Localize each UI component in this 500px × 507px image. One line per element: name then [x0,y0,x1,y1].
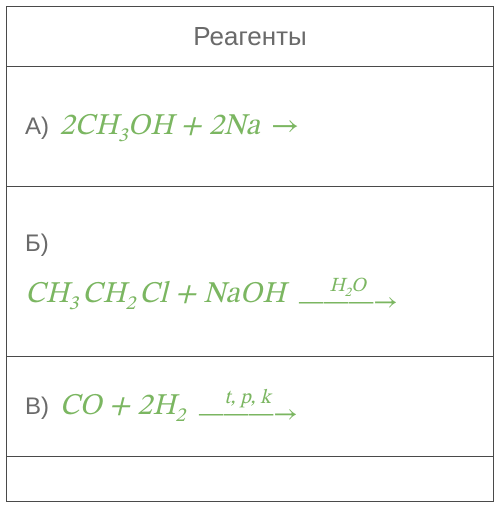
species-part: CH [25,280,68,310]
subscript: 3 [118,126,128,146]
table-header: Реагенты [7,7,494,67]
reaction-arrow: ———→ [298,294,397,312]
plus-sign: + [101,392,137,422]
species-part: CH [74,112,117,142]
plus-sign: + [173,112,209,142]
row-label-b: Б) [25,230,469,258]
row-label-a: А) [25,113,49,140]
equation-c: CO + 2H2 t, p, k ———→ [59,392,296,422]
equation-a: 2CH3OH + 2Na → [59,112,303,142]
reagents-table: Реагенты А) 2CH3OH + 2Na → Б) CH3 CH2 Cl… [6,6,494,502]
table-row: А) 2CH3OH + 2Na → [7,67,494,187]
species-part: Na [224,112,260,142]
coef: 2 [137,392,152,422]
species-part: NaOH [203,280,285,310]
table-row-empty [7,457,494,502]
arrow-with-conditions: t, p, k ———→ [198,388,297,424]
coef: 2 [59,112,74,142]
species-part: CH [82,280,125,310]
row-label-c: В) [25,393,49,420]
plus-sign: + [168,280,204,310]
species-part: H [152,392,175,422]
subscript: 2 [175,406,185,426]
arrow-with-conditions: H2O ———→ [298,276,397,312]
reaction-arrow: ———→ [198,406,297,424]
header-title: Реагенты [193,21,306,51]
coef: 2 [209,112,224,142]
subscript: 2 [125,294,135,314]
subscript: 3 [68,294,78,314]
reaction-arrow: → [264,112,300,142]
species-part: CO [59,392,101,422]
table-row: В) CO + 2H2 t, p, k ———→ [7,357,494,457]
species-part: OH [128,112,173,142]
equation-b: CH3 CH2 Cl + NaOH H2O ———→ [25,276,475,314]
species-part: Cl [139,280,168,310]
table-row: Б) CH3 CH2 Cl + NaOH H2O ———→ [7,187,494,357]
